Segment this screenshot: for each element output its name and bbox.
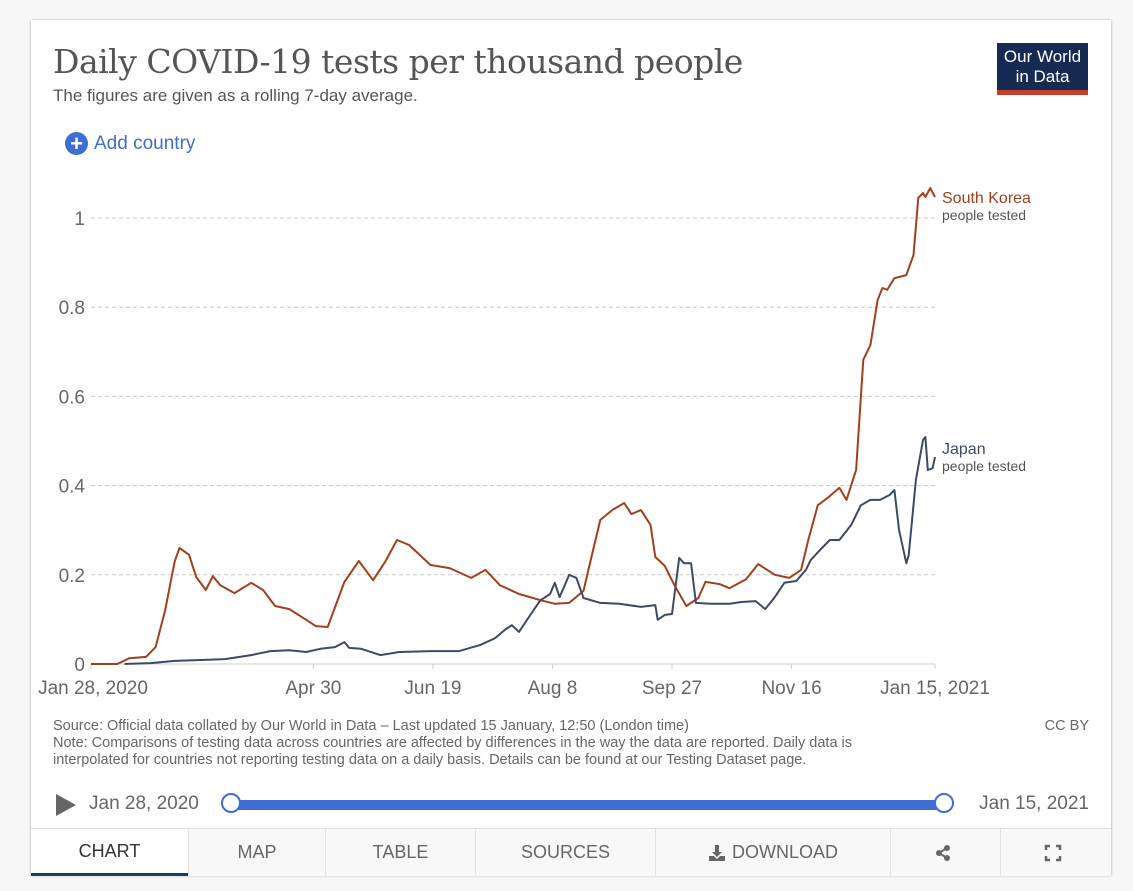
tab-sources[interactable]: SOURCES [475,829,655,876]
series-line-south-korea[interactable] [91,187,936,665]
series-sublabel: people tested [942,458,1026,474]
y-tick-label: 1 [74,209,85,230]
timeline-end-handle[interactable] [934,793,954,813]
y-tick-label: 0.8 [59,298,85,319]
fullscreen-icon [1044,844,1062,861]
note-line-1: Note: Comparisons of testing data across… [53,735,853,751]
series-label: Japan [942,441,986,458]
y-tick-label: 0.2 [59,566,85,587]
timeline-end-label: Jan 15, 2021 [979,793,1089,814]
x-tick-label: Apr 30 [285,678,341,699]
license-link[interactable]: CC BY [1044,718,1089,734]
chart-card: Daily COVID-19 tests per thousand people… [31,20,1111,876]
timeline-start-handle[interactable] [221,793,241,813]
logo-line-2: in Data [1015,67,1070,86]
x-tick-label: Aug 8 [528,678,578,699]
tab-chart-label: CHART [78,840,141,861]
add-country-button[interactable]: + Add country [65,132,195,155]
x-tick-label: Sep 27 [642,678,702,699]
series-lines [91,187,936,665]
grid-lines [91,217,935,576]
owid-logo[interactable]: Our World in Data [997,43,1088,95]
x-tick-label: Jan 28, 2020 [38,678,148,699]
y-tick-label: 0.4 [59,477,86,498]
source-text: Source: Official data collated by Our Wo… [53,718,689,734]
note-line-2: interpolated for countries not reporting… [53,752,807,768]
play-icon[interactable] [56,794,76,816]
y-tick-label: 0 [74,655,85,676]
x-tick-label: Jan 15, 2021 [880,678,990,699]
tab-download-label: DOWNLOAD [731,842,838,862]
series-line-japan[interactable] [124,436,936,665]
line-chart: Jan 28, 2020 Apr 30 Jun 19 Aug 8 Sep 27 Nov 1… [38,187,1031,699]
timeline-start-label: Jan 28, 2020 [89,793,199,814]
download-icon [708,844,725,861]
chart-title: Daily COVID-19 tests per thousand people [53,42,743,81]
tab-chart[interactable]: CHART [31,829,188,876]
chart-subtitle: The figures are given as a rolling 7-day… [53,86,418,105]
plus-circle-icon: + [65,132,88,155]
tab-map[interactable]: MAP [188,829,325,876]
x-tick-label: Jun 19 [404,678,461,699]
timeline-range-track[interactable] [231,800,944,810]
fullscreen-button[interactable] [1000,829,1111,876]
logo-line-1: Our World [1003,47,1082,66]
x-axis: Jan 28, 2020 Apr 30 Jun 19 Aug 8 Sep 27 Nov 1… [38,663,990,699]
x-tick-label: Nov 16 [761,678,821,699]
add-country-label: Add country [94,132,196,154]
tab-sources-label: SOURCES [520,842,610,862]
series-sublabel: people tested [942,207,1026,223]
tab-table-label: TABLE [372,842,429,862]
tab-map-label: MAP [237,842,277,862]
y-axis: 0 0.2 0.4 0.6 0.8 1 [59,209,86,676]
share-button[interactable] [890,829,1000,876]
tab-bar: CHART MAP TABLE SOURCES DOWNLOAD [31,828,1111,876]
tab-download[interactable]: DOWNLOAD [655,829,890,876]
y-tick-label: 0.6 [59,387,85,408]
chart-footer: Source: Official data collated by Our Wo… [53,718,1089,769]
tab-table[interactable]: TABLE [325,829,475,876]
share-icon [935,844,950,861]
series-label: South Korea [942,190,1031,207]
timeline: Jan 28, 2020 Jan 15, 2021 [53,790,1089,820]
